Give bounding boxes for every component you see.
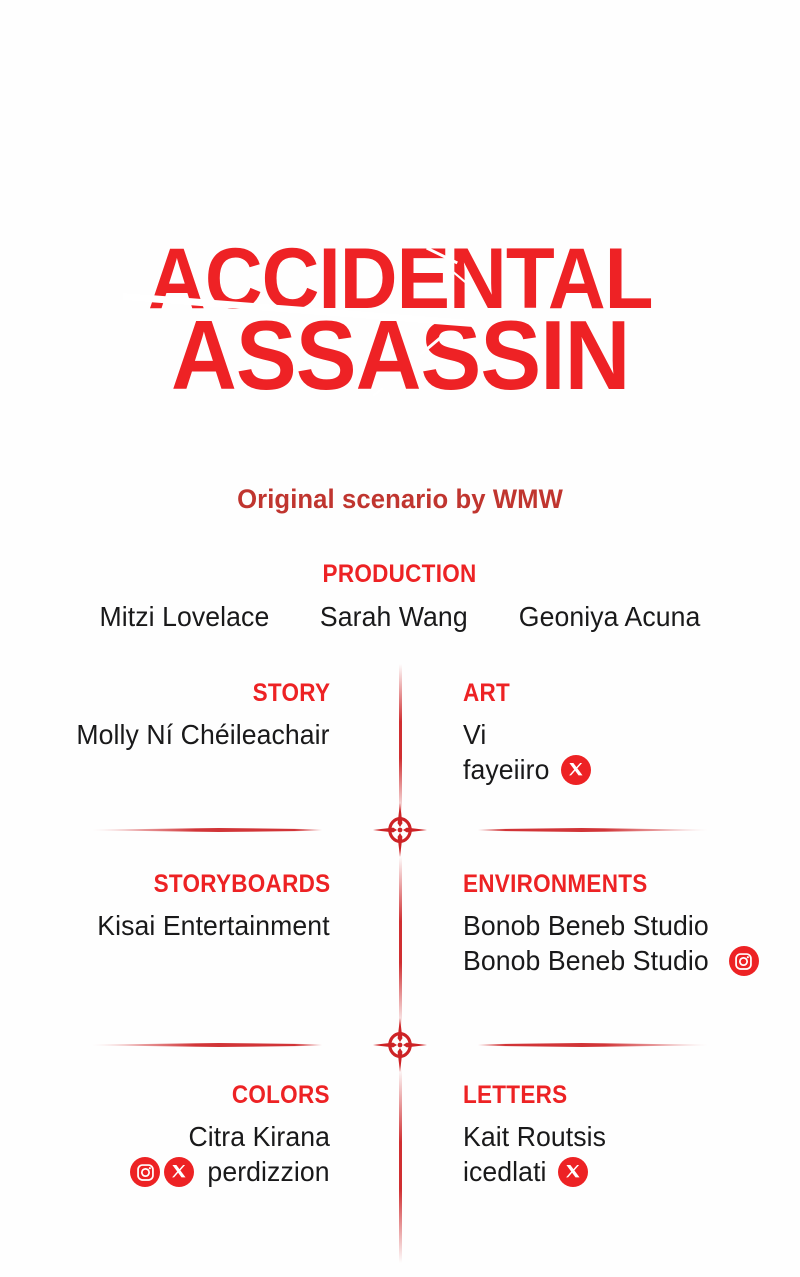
credit-name: Kait Routsis (463, 1121, 607, 1152)
section-heading-art: ART (463, 679, 511, 707)
section-heading-production: PRODUCTION (323, 560, 477, 588)
section-letters: LETTERS Kait Routsis icedlati (463, 1081, 800, 1189)
section-storyboards: STORYBOARDS Kisai Entertainment (0, 870, 330, 978)
colors-credits: Citra Kirana (130, 1120, 330, 1189)
vertical-divider (399, 1068, 402, 1263)
credit-line: Kait Routsis (463, 1120, 614, 1155)
divider-line-right (478, 1043, 708, 1047)
section-row-story-art: STORY Molly Ní Chéileachair ART Vi fayei… (0, 679, 800, 787)
production-names: Mitzi Lovelace Sarah Wang Geoniya Acuna (0, 600, 800, 635)
credit-line: fayeiiro (463, 753, 592, 788)
section-story: STORY Molly Ní Chéileachair (0, 679, 330, 787)
credit-name: Vi (463, 719, 487, 750)
credit-name: Sarah Wang (319, 601, 468, 632)
credit-handle: fayeiiro (463, 753, 550, 785)
x-icon[interactable] (557, 1157, 588, 1188)
credit-handle: Bonob Beneb Studio (463, 944, 709, 976)
story-credits: Molly Ní Chéileachair (63, 718, 330, 753)
title-block: ACCIDENTAL ASSASSIN (0, 236, 800, 410)
art-credits: Vi fayeiiro (463, 718, 592, 788)
letters-credits: Kait Routsis icedlati (463, 1120, 614, 1189)
credit-name: Molly Ní Chéileachair (76, 719, 330, 750)
section-heading-environments: ENVIRONMENTS (463, 870, 648, 898)
column-gap (330, 1081, 463, 1189)
credit-line: perdizzion (130, 1155, 330, 1190)
reticle-divider (0, 1018, 800, 1072)
credit-name: Mitzi Lovelace (99, 601, 270, 632)
divider-line-left (92, 828, 322, 832)
credit-name: Geoniya Acuna (518, 601, 701, 632)
credit-line: icedlati (463, 1155, 614, 1190)
title-line-2: ASSASSIN (170, 299, 630, 410)
section-row-colors-letters: COLORS Citra Kirana (0, 1081, 800, 1189)
subtitle: Original scenario by WMW (237, 484, 563, 514)
section-heading-colors: COLORS (232, 1081, 330, 1109)
instagram-icon[interactable] (728, 946, 759, 977)
column-gap (330, 679, 463, 787)
crosshair-reticle-icon (373, 1018, 427, 1072)
section-heading-storyboards: STORYBOARDS (153, 870, 330, 898)
column-gap (330, 870, 463, 978)
credit-line: Bonob Beneb Studio (463, 944, 759, 979)
section-row-storyboards-environments: STORYBOARDS Kisai Entertainment ENVIRONM… (0, 870, 800, 978)
credit-line: Citra Kirana (130, 1120, 330, 1155)
x-icon[interactable] (164, 1157, 195, 1188)
reticle-divider (0, 803, 800, 857)
vertical-divider (399, 856, 402, 1028)
section-colors: COLORS Citra Kirana (0, 1081, 330, 1189)
x-icon[interactable] (561, 755, 592, 786)
vertical-divider (399, 664, 402, 816)
environments-credits: Bonob Beneb Studio Bonob Beneb Studio (463, 909, 759, 978)
credit-handle: perdizzion (207, 1155, 330, 1187)
credit-line: Molly Ní Chéileachair (63, 718, 330, 753)
credit-line: Bonob Beneb Studio (463, 909, 759, 944)
title-artwork: ACCIDENTAL ASSASSIN (122, 236, 672, 410)
section-production: PRODUCTION Mitzi Lovelace Sarah Wang Geo… (0, 560, 800, 635)
section-heading-story: STORY (252, 679, 330, 707)
credit-name: Bonob Beneb Studio (463, 910, 709, 941)
storyboards-credits: Kisai Entertainment (85, 909, 330, 944)
divider-line-left (92, 1043, 322, 1047)
credit-line: Kisai Entertainment (85, 909, 330, 944)
credit-handle: icedlati (463, 1155, 547, 1187)
social-icon-pair (130, 1157, 195, 1188)
section-heading-letters: LETTERS (463, 1081, 568, 1109)
credit-line: Vi (463, 718, 591, 753)
section-environments: ENVIRONMENTS Bonob Beneb Studio Bonob Be… (463, 870, 800, 978)
section-art: ART Vi fayeiiro (463, 679, 800, 787)
instagram-icon[interactable] (130, 1157, 161, 1188)
crosshair-reticle-icon (373, 803, 427, 857)
credit-name: Citra Kirana (188, 1121, 330, 1152)
credit-name: Kisai Entertainment (97, 910, 330, 941)
divider-line-right (478, 828, 708, 832)
